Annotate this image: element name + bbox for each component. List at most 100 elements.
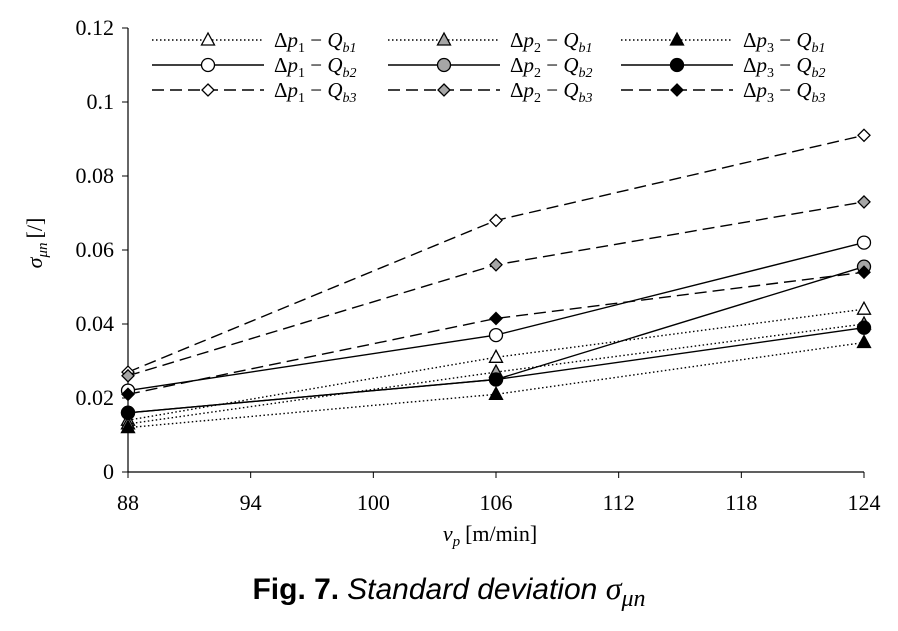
- legend-label-p-sub: 1: [298, 41, 305, 56]
- data-point: [489, 213, 503, 228]
- legend-label: Δp2 − Qb3: [510, 78, 593, 106]
- data-point: [121, 387, 135, 402]
- legend-label-delta: Δ: [743, 78, 757, 102]
- legend-label-dash: −: [541, 53, 563, 77]
- x-tick-label: 118: [725, 490, 757, 515]
- legend-swatch-marker: [436, 57, 452, 73]
- y-axis-label-main: σ: [22, 256, 47, 268]
- legend-label-p-sub: 3: [767, 41, 774, 56]
- legend-label-p-sub: 3: [767, 91, 774, 106]
- x-axis-label-sub: p: [452, 534, 461, 550]
- legend-label: Δp1 − Qb1: [274, 28, 357, 56]
- legend-label-q-sub: b2: [343, 66, 357, 81]
- y-tick-label: 0.12: [76, 15, 115, 40]
- legend-label-p-sub: 2: [534, 41, 541, 56]
- x-tick-label: 112: [603, 490, 635, 515]
- y-axis-label-sub: μn: [35, 242, 51, 258]
- legend-label-q-sub: b3: [579, 91, 593, 106]
- legend-item-4: Δp1 − Qb2: [152, 53, 357, 81]
- data-point: [488, 327, 504, 343]
- data-point: [121, 368, 135, 383]
- legend-item-5: Δp2 − Qb2: [388, 53, 593, 81]
- x-axis-label: vp [m/min]: [443, 521, 537, 550]
- y-tick-label: 0.06: [76, 237, 115, 262]
- legend-label-p: p: [755, 28, 768, 52]
- legend-label-p-sub: 1: [298, 66, 305, 81]
- data-point: [120, 419, 136, 434]
- data-point: [489, 257, 503, 272]
- data-point: [856, 235, 872, 250]
- figure-title: Standard deviation σμn: [347, 570, 645, 612]
- series-3: [120, 334, 872, 434]
- data-point: [489, 311, 503, 326]
- legend-label-q-sub: b1: [343, 41, 357, 56]
- legend-swatch-marker: [669, 57, 685, 73]
- legend-label: Δp2 − Qb1: [510, 28, 593, 56]
- x-axis-label-main: v: [443, 521, 453, 546]
- x-tick-label: 106: [480, 490, 513, 515]
- legend-label-dash: −: [774, 78, 796, 102]
- legend-label: Δp3 − Qb1: [743, 28, 826, 56]
- legend-swatch-marker: [200, 31, 216, 46]
- figure-number: Fig. 7.: [252, 573, 340, 606]
- legend-label-dash: −: [305, 28, 327, 52]
- legend-label-dash: −: [541, 78, 563, 102]
- legend-swatch-marker: [669, 31, 685, 46]
- legend-label-dash: −: [774, 53, 796, 77]
- data-point: [488, 348, 504, 363]
- series-line: [127, 341, 865, 429]
- data-point: [856, 320, 872, 335]
- y-tick-label: 0.04: [76, 311, 115, 336]
- figure-symbol-sub: μn: [621, 586, 646, 612]
- legend-label-delta: Δ: [510, 53, 524, 77]
- legend-label-q: Q: [796, 28, 811, 52]
- legend-label-q: Q: [327, 78, 342, 102]
- legend-label-p: p: [286, 28, 299, 52]
- legend-label-dash: −: [305, 78, 327, 102]
- data-point: [856, 334, 872, 349]
- data-point: [488, 372, 504, 387]
- legend-label-delta: Δ: [274, 28, 288, 52]
- figure-title-text: Standard deviation: [347, 573, 598, 606]
- data-point: [120, 405, 136, 420]
- legend-label-p: p: [522, 78, 535, 102]
- x-axis-label-unit: [m/min]: [465, 521, 537, 546]
- x-tick-label: 124: [848, 490, 881, 515]
- legend-label: Δp1 − Qb3: [274, 78, 357, 106]
- legend-label-delta: Δ: [274, 53, 288, 77]
- series-6: [120, 320, 872, 420]
- legend-label-q-sub: b3: [343, 91, 357, 106]
- legend-label: Δp1 − Qb2: [274, 53, 357, 81]
- series-line: [127, 271, 865, 395]
- legend-label-q-sub: b1: [579, 41, 593, 56]
- legend-label-p: p: [522, 28, 535, 52]
- legend-label-q: Q: [563, 28, 578, 52]
- data-point: [857, 128, 871, 143]
- series-layer: [120, 128, 872, 434]
- legend-label-q: Q: [563, 78, 578, 102]
- legend-item-2: Δp2 − Qb1: [388, 28, 593, 56]
- legend-label-q-sub: b1: [812, 41, 826, 56]
- legend-label-p-sub: 2: [534, 66, 541, 81]
- legend-item-3: Δp3 − Qb1: [621, 28, 826, 56]
- series-9: [121, 265, 871, 402]
- legend-label: Δp3 − Qb2: [743, 53, 826, 81]
- data-point: [488, 385, 504, 400]
- legend-label-q: Q: [796, 53, 811, 77]
- legend-swatch-marker: [437, 83, 451, 97]
- legend-swatch-marker: [436, 31, 452, 46]
- x-tick-label: 94: [240, 490, 262, 515]
- legend-swatch-marker: [201, 83, 215, 97]
- legend-swatch-marker: [670, 83, 684, 97]
- legend-label-q: Q: [327, 28, 342, 52]
- y-tick-label: 0.1: [87, 89, 115, 114]
- x-tick-label: 100: [357, 490, 390, 515]
- legend-label: Δp3 − Qb3: [743, 78, 826, 106]
- y-tick-label: 0: [103, 459, 114, 484]
- legend-label-p-sub: 3: [767, 66, 774, 81]
- legend-label-p: p: [522, 53, 535, 77]
- legend-label-p: p: [755, 78, 768, 102]
- data-point: [857, 194, 871, 209]
- legend-item-6: Δp3 − Qb2: [621, 53, 826, 81]
